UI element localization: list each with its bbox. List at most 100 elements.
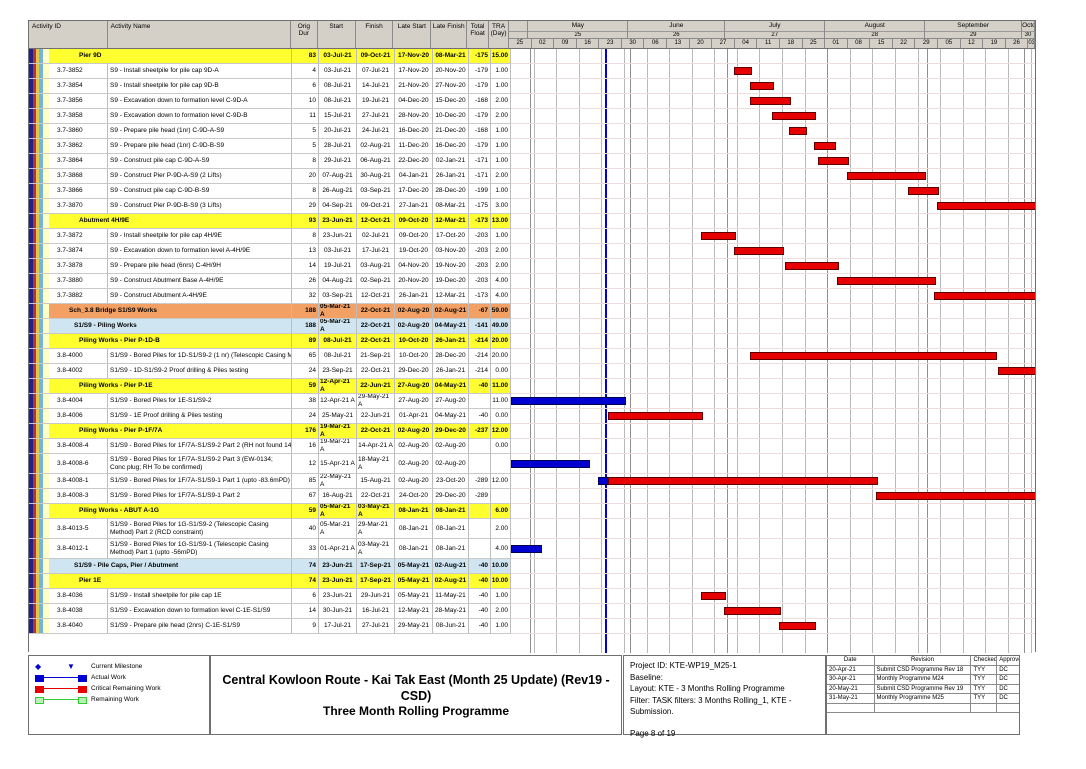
task-row: 3.7-3872 S9 - Install sheetpile for pile … bbox=[29, 229, 1035, 244]
total-float: -141 bbox=[469, 319, 491, 334]
tra-days: 1.00 bbox=[491, 124, 511, 139]
wbs-color-bands bbox=[29, 604, 49, 619]
week-gridline bbox=[849, 49, 851, 653]
activity-id: 3.7-3860 bbox=[49, 124, 108, 139]
revision-cell: Submit CSD Programme Rev 18 bbox=[874, 665, 972, 675]
finish-date: 12-Oct-21 bbox=[357, 289, 395, 304]
wbs-color-bands bbox=[29, 124, 49, 139]
period-number bbox=[509, 32, 527, 38]
revision-cell: Monthly Programme M25 bbox=[874, 694, 972, 704]
tra-days: 4.00 bbox=[491, 274, 511, 289]
late-finish-date: 02-Aug-21 bbox=[433, 574, 469, 589]
legend-item: ◆ ▼ Current Milestone bbox=[33, 661, 209, 672]
orig-dur: 74 bbox=[292, 559, 319, 574]
critical-remaining-bar bbox=[701, 232, 736, 240]
gantt-row-area bbox=[511, 394, 1035, 409]
col-header-activity-name: Activity Name bbox=[108, 21, 291, 48]
week-label: 08 bbox=[848, 39, 871, 48]
start-date: 04-Aug-21 bbox=[319, 274, 357, 289]
week-gridline bbox=[962, 49, 964, 653]
critical-remaining-bar bbox=[785, 262, 839, 270]
finish-date: 15-Aug-21 bbox=[357, 474, 395, 489]
total-float: -168 bbox=[469, 124, 491, 139]
total-float: -173 bbox=[469, 289, 491, 304]
start-date: 19-Mar-21 A bbox=[319, 439, 357, 454]
wbs-color-bands bbox=[29, 49, 49, 64]
activity-id: 3.8-4036 bbox=[49, 589, 108, 604]
task-row: 3.8-4000 S1/S9 - Bored Piles for 1D-S1/S9… bbox=[29, 349, 1035, 364]
timeline-weeks-row: 25 02 09 16 23 30 06 13 20 27 04 11 18 25 01 08 15 22 29 05… bbox=[509, 39, 1035, 48]
period-number: 29 bbox=[969, 32, 977, 38]
month-gridline bbox=[1024, 49, 1026, 653]
orig-dur: 188 bbox=[292, 304, 319, 319]
finish-date: 02-Aug-21 bbox=[357, 139, 395, 154]
revision-cell: 31-May-21 bbox=[827, 694, 875, 704]
finish-date: 09-Oct-21 bbox=[357, 199, 395, 214]
gantt-row-area bbox=[511, 229, 1035, 244]
tra-days: 2.00 bbox=[491, 519, 511, 539]
summary-row: S1/S9 - Piling Works 188 05-Mar-21 A 22-Oct… bbox=[29, 319, 1035, 334]
wbs-color-bands bbox=[29, 539, 49, 559]
tra-days: 20.00 bbox=[491, 334, 511, 349]
finish-date: 24-Jul-21 bbox=[357, 124, 395, 139]
total-float: -175 bbox=[469, 49, 491, 64]
revision-table: DateRevisionCheckedApproved20-Apr-21Subm… bbox=[826, 655, 1020, 735]
task-row: 3.7-3860 S9 - Prepare pile head (1nr) C-9… bbox=[29, 124, 1035, 139]
orig-dur: 13 bbox=[292, 244, 319, 259]
task-row: 3.8-4008-1 S1/S9 - Bored Piles for 1F/7A-… bbox=[29, 474, 1035, 489]
late-finish-date: 08-Jan-21 bbox=[433, 519, 469, 539]
activity-name: S9 - Prepare pile head (1nr) C-9D-A-S9 bbox=[108, 124, 292, 139]
week-label: 20 bbox=[690, 39, 713, 48]
wbs-color-bands bbox=[29, 64, 49, 79]
legend-label: Critical Remaining Work bbox=[91, 685, 161, 692]
late-start-date: 05-May-21 bbox=[395, 589, 433, 604]
critical-remaining-bar bbox=[723, 607, 781, 615]
gantt-row-area bbox=[511, 319, 1035, 334]
activity-id: 3.8-4000 bbox=[49, 349, 108, 364]
gantt-row-area bbox=[511, 304, 1035, 319]
week-gridline bbox=[736, 49, 738, 653]
finish-date: 07-Jul-21 bbox=[357, 64, 395, 79]
revision-cell: Date bbox=[827, 656, 875, 666]
total-float: -171 bbox=[469, 154, 491, 169]
period-number: 30 bbox=[1024, 32, 1032, 38]
activity-id: 3.8-4008-1 bbox=[49, 474, 108, 489]
month-gridline bbox=[530, 49, 532, 653]
milestone-icon: ◆ ▼ bbox=[35, 662, 75, 671]
summary-name: S1/S9 - Piling Works bbox=[49, 319, 292, 334]
period-number: 27 bbox=[771, 32, 779, 38]
revision-cell: DC bbox=[997, 694, 1020, 704]
late-finish-date: 28-Dec-20 bbox=[433, 349, 469, 364]
finish-date: 03-Aug-21 bbox=[357, 259, 395, 274]
summary-row: Piling Works - Pier P-1F/7A 176 19-Mar-21 … bbox=[29, 424, 1035, 439]
critical-remaining-bar bbox=[749, 97, 791, 105]
summary-row: Sch_3.8 Bridge S1/S9 Works 188 05-Mar-21 A… bbox=[29, 304, 1035, 319]
timeline-month-stub bbox=[509, 21, 529, 39]
activity-name: S1/S9 - Bored Piles for 1E-S1/S9-2 bbox=[108, 394, 292, 409]
tra-days: 0.00 bbox=[491, 409, 511, 424]
tra-days: 0.00 bbox=[491, 364, 511, 379]
activity-id: 3.8-4004 bbox=[49, 394, 108, 409]
total-float: -67 bbox=[469, 304, 491, 319]
timeline-month-July: July 27 bbox=[725, 21, 826, 39]
tra-days: 10.00 bbox=[491, 574, 511, 589]
activity-name: S9 - Construct Pier P-9D-B-S9 (3 Lifts) bbox=[108, 199, 292, 214]
late-finish-date: 21-Dec-20 bbox=[433, 124, 469, 139]
timeline-month-June: June 26 bbox=[628, 21, 726, 39]
wbs-color-bands bbox=[29, 289, 49, 304]
late-start-date: 24-Oct-20 bbox=[395, 489, 433, 504]
actual-work-bar bbox=[511, 544, 543, 553]
late-start-date: 20-Nov-20 bbox=[395, 274, 433, 289]
orig-dur: 83 bbox=[292, 49, 319, 64]
task-row: 3.8-4012-1 S1/S9 - Bored Piles for 1G-S1/… bbox=[29, 539, 1035, 559]
wbs-color-bands bbox=[29, 259, 49, 274]
activity-name: S1/S9 - 1E Proof drilling & Piles testin… bbox=[108, 409, 292, 424]
activity-id: 3.7-3858 bbox=[49, 109, 108, 124]
wbs-color-bands bbox=[29, 229, 49, 244]
finish-date: 09-Oct-21 bbox=[357, 49, 395, 64]
orig-dur: 33 bbox=[292, 539, 319, 559]
task-row: 3.7-3880 S9 - Construct Abutment Base A-4… bbox=[29, 274, 1035, 289]
orig-dur: 89 bbox=[292, 334, 319, 349]
late-start-date: 21-Nov-20 bbox=[395, 79, 433, 94]
